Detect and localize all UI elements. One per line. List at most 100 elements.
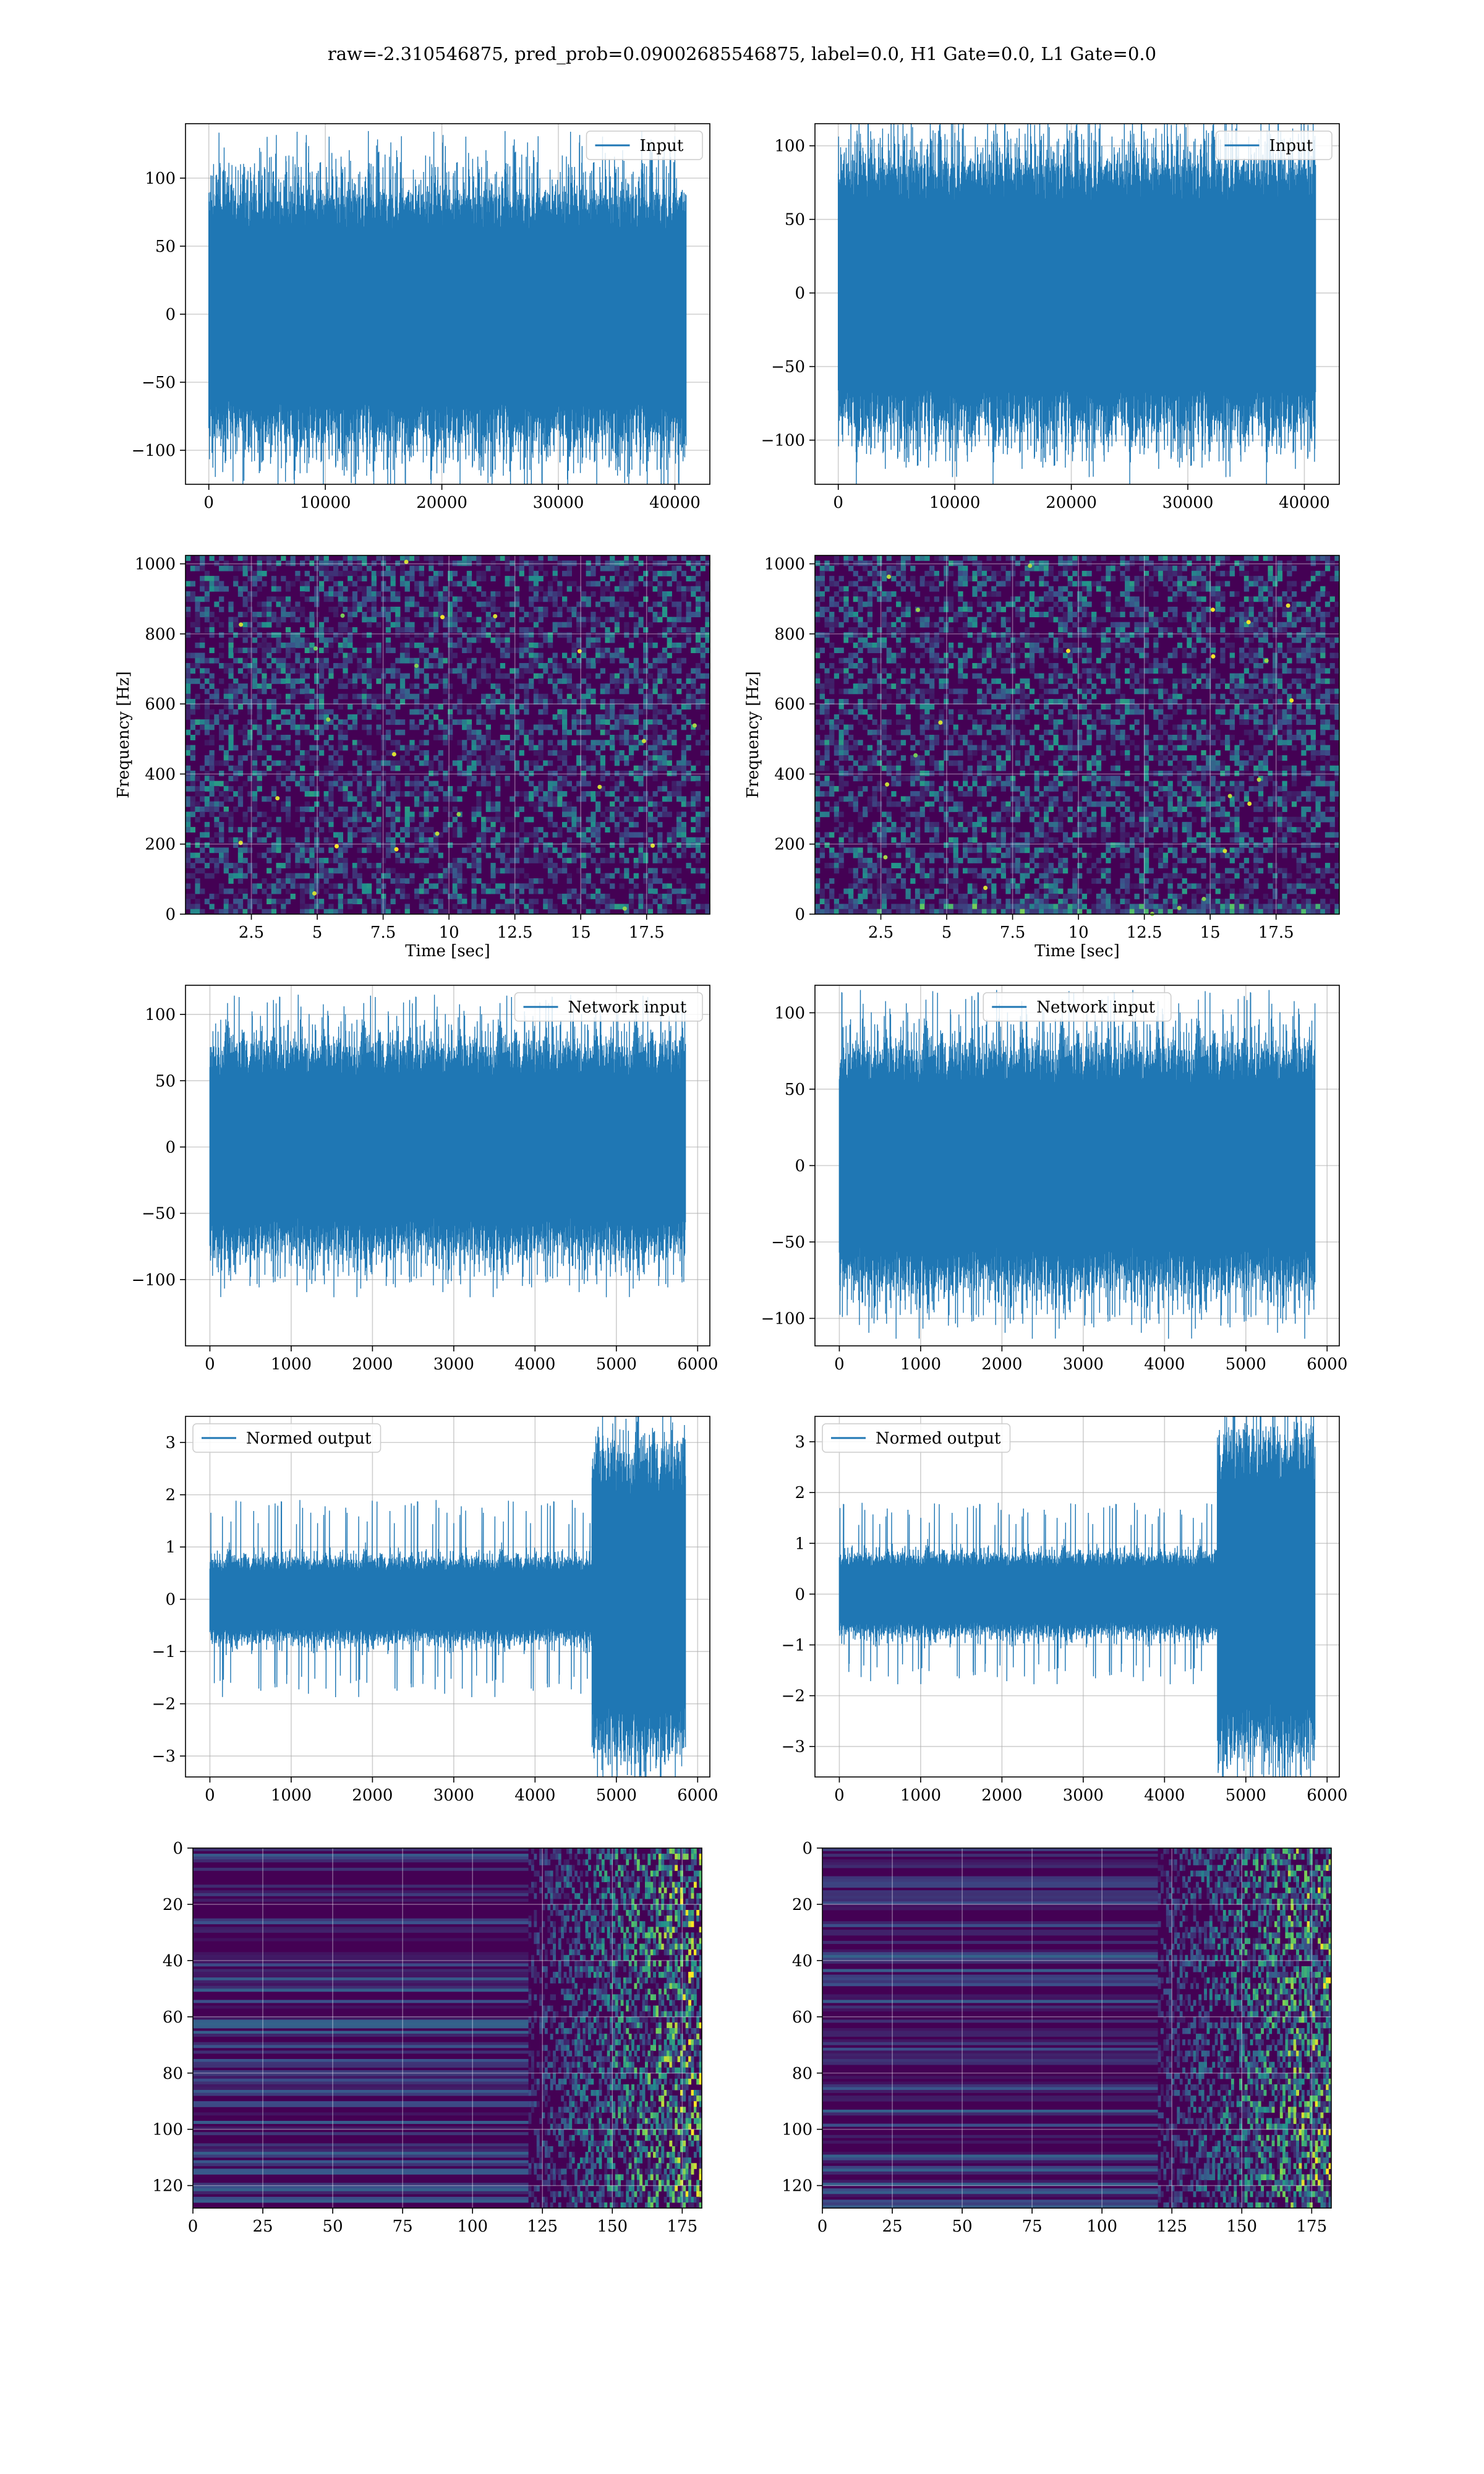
heatmap-cell [676,785,682,792]
heatmap-cell [519,668,524,674]
heatmap-cell [500,699,506,704]
heatmap-cell [304,555,310,561]
heatmap-cell [186,653,191,659]
heatmap-cell [929,642,935,648]
heatmap-cell [414,565,420,571]
heatmap-cell [419,581,424,587]
heatmap-cell [186,714,191,720]
heatmap-cell [700,627,706,633]
heatmap-cell [624,857,629,863]
heatmap-cell [309,704,315,710]
heatmap-cell [924,581,930,587]
heatmap-cell [490,683,496,689]
heatmap-cell [848,555,854,561]
heatmap-cell [429,852,434,858]
heatmap-cell [300,807,305,812]
heatmap-cell [443,688,448,695]
heatmap-cell [448,648,453,653]
heatmap-cell [395,873,401,879]
heatmap-cell [262,821,267,828]
heatmap-cell [652,745,658,751]
heatmap-cell [628,745,634,751]
heatmap-cell [452,760,458,766]
heatmap-cell [271,714,277,720]
heatmap-cell [538,745,544,751]
heatmap-cell [1315,612,1321,617]
heatmap-cell [219,606,224,612]
heatmap-cell [186,883,191,889]
heatmap-cell [323,909,329,915]
heatmap-cell [652,873,658,879]
heatmap-cell [552,745,558,751]
heatmap-cell [366,893,372,899]
heatmap-cell [672,632,677,638]
heatmap-cell [1062,570,1068,576]
heatmap-cell [481,816,487,823]
heatmap-cell [314,699,320,704]
heatmap-cell [600,785,605,792]
heatmap-cell [1187,617,1192,623]
heatmap-cell [619,750,625,756]
heatmap-cell [652,750,658,756]
heatmap-cell [219,888,224,894]
heatmap-cell [514,852,520,858]
heatmap-cell [500,868,506,874]
heatmap-cell [614,678,620,684]
heatmap-cell [257,785,262,792]
heatmap-cell [576,642,582,648]
heatmap-cell [1182,586,1187,592]
heatmap-cell [186,827,191,833]
heatmap-cell [628,755,634,761]
heatmap-cell [357,816,362,823]
heatmap-cell [362,796,367,802]
heatmap-cell [385,776,391,782]
x-tick-label: 10000 [300,494,351,512]
heatmap-cell [385,709,391,715]
heatmap-cell [352,868,358,874]
heatmap-cell [404,606,410,612]
heatmap-cell [505,904,510,910]
heatmap-cell [1044,581,1049,587]
heatmap-cell [237,771,244,776]
heatmap-cell [476,832,482,838]
heatmap-cell [944,606,949,612]
heatmap-cell [228,735,234,740]
heatmap-cell [343,791,348,797]
heatmap-cell [271,883,277,889]
x-tick-label: 20000 [1046,494,1097,512]
heatmap-cell [485,801,491,807]
heatmap-cell [466,627,472,633]
heatmap-cell [1201,637,1206,643]
heatmap-cell [376,653,382,659]
heatmap-cell [853,560,858,567]
heatmap-cell [591,909,596,915]
heatmap-cell [228,653,234,659]
heatmap-cell [433,581,439,587]
heatmap-cell [471,811,477,818]
heatmap-cell [672,709,677,715]
heatmap-cell [571,663,577,669]
heatmap-cell [233,837,239,843]
heatmap-cell [371,796,377,802]
heatmap-cell [1053,591,1059,597]
heatmap-cell [381,899,386,904]
heatmap-cell [581,704,587,710]
heatmap-cell [223,560,229,567]
heatmap-cell [304,791,310,797]
heatmap-cell [362,807,367,812]
heatmap-cell [1053,617,1059,623]
heatmap-cell [695,816,701,823]
heatmap-cell [276,663,281,669]
heatmap-cell [614,560,620,567]
heatmap-cell [538,678,544,684]
heatmap-cell [381,612,386,617]
heatmap-cell [366,673,372,679]
heatmap-cell [237,909,244,915]
heatmap-cell [557,714,563,720]
heatmap-cell [600,873,605,879]
heatmap-cell [1258,596,1264,602]
heatmap-cell [285,627,291,633]
heatmap-cell [676,648,682,653]
heatmap-cell [481,699,487,704]
heatmap-cell [309,729,315,735]
